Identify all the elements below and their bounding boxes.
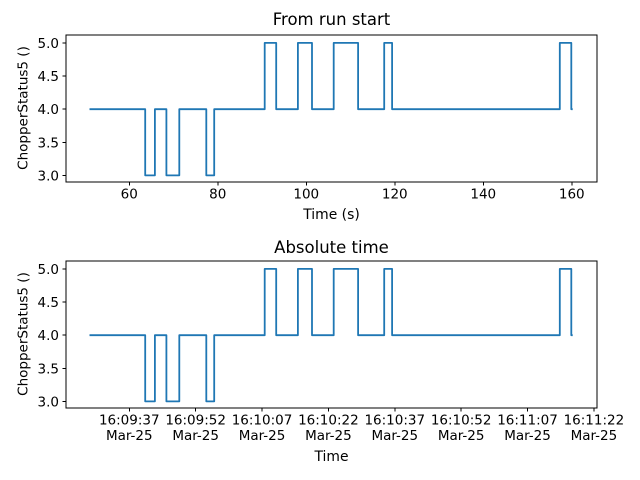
x-tick-label: 160 [559,187,585,203]
step-line-chopperstatus5 [89,42,573,177]
x-tick-label: 16:11:07 [497,413,558,429]
subplot2-x-axis-label: Time [314,449,349,465]
x-tick-label: 16:09:52 [165,413,226,429]
y-tick-label: 4.0 [38,328,59,344]
x-tick-label-date: Mar-25 [106,428,153,444]
x-tick-label: 16:11:22 [564,413,625,429]
x-tick-label: 120 [382,187,408,203]
x-tick-label: 16:10:52 [431,413,492,429]
x-tick-label-date: Mar-25 [504,428,551,444]
x-tick-label: 60 [121,187,138,203]
x-tick-label: 16:10:37 [364,413,425,429]
x-tick-label: 80 [209,187,226,203]
x-tick-label: 100 [293,187,319,203]
y-tick-label: 3.0 [38,168,59,184]
step-line-chopperstatus5 [89,268,573,403]
x-tick-label-date: Mar-25 [571,428,618,444]
subplot1-x-axis-label: Time (s) [303,207,360,223]
x-tick-label-date: Mar-25 [239,428,286,444]
x-tick-label-date: Mar-25 [172,428,219,444]
axes-spines [65,34,598,183]
axes-spines [65,260,598,409]
y-tick-label: 3.0 [38,394,59,410]
y-tick-label: 3.5 [38,361,59,377]
y-tick-label: 3.5 [38,135,59,151]
x-tick-label: 16:09:37 [99,413,160,429]
y-tick-label: 4.5 [38,69,59,85]
x-tick-label: 16:10:22 [298,413,359,429]
y-tick-label: 4.0 [38,102,59,118]
y-tick-label: 4.5 [38,295,59,311]
x-tick-label: 16:10:07 [232,413,293,429]
y-tick-label: 5.0 [38,36,59,52]
x-tick-label-date: Mar-25 [371,428,418,444]
subplot1-title: From run start [272,10,391,29]
y-tick-label: 5.0 [38,262,59,278]
x-tick-label-date: Mar-25 [438,428,485,444]
subplot2-title: Absolute time [274,238,389,257]
x-tick-label-date: Mar-25 [305,428,352,444]
x-tick-label: 140 [470,187,496,203]
